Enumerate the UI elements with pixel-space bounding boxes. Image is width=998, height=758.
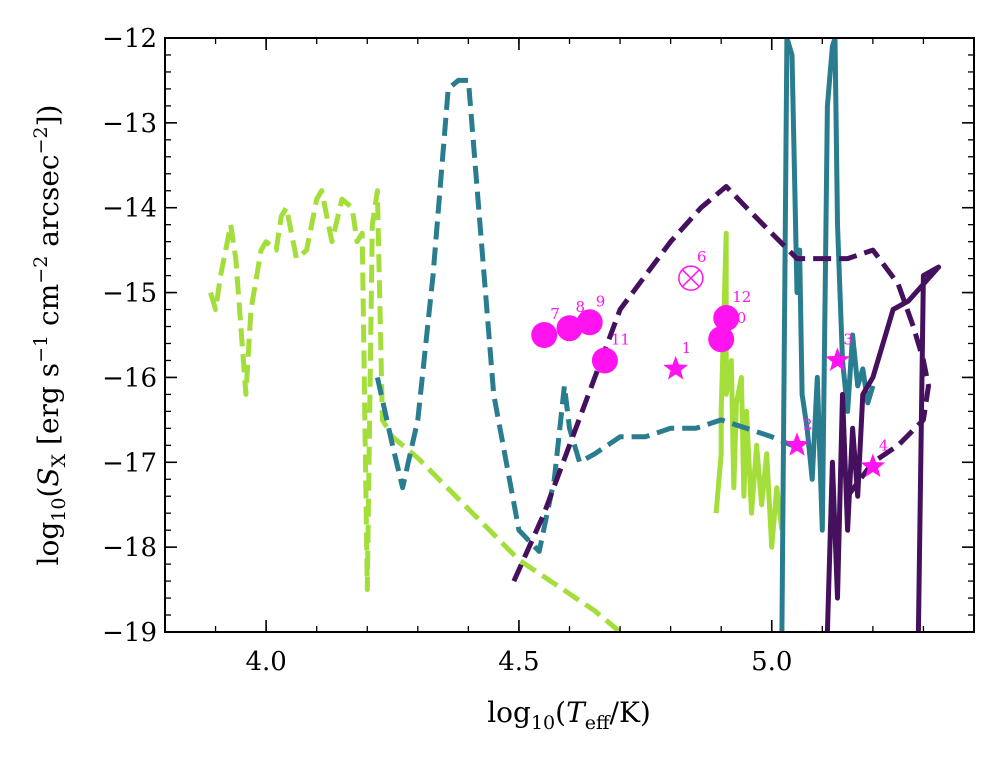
circle-marker-8 xyxy=(556,315,583,342)
y-tick-label: −12 xyxy=(102,24,157,54)
series-line-purple-solid xyxy=(824,264,942,632)
marker-label-7: 7 xyxy=(550,305,560,323)
axes: 4.0 4.5 5.0 −12 −13 −14 −15 −16 −17 −18 −19 xyxy=(102,24,975,677)
series-layer xyxy=(208,38,942,632)
y-tick-label: −19 xyxy=(102,618,157,648)
series-line-lime-dashed xyxy=(208,188,622,632)
series-line-teal-dashed xyxy=(374,77,808,554)
circle-marker-7 xyxy=(531,322,558,348)
marker-label-1: 1 xyxy=(682,339,692,357)
y-axis-label: log10(SX [erg s−1 cm−2 arcsec−2]) xyxy=(30,105,70,566)
y-tick-label: −13 xyxy=(102,109,157,139)
y-tick-label: −18 xyxy=(102,533,157,563)
marker-label-3: 3 xyxy=(843,330,853,348)
circle-marker-10 xyxy=(708,326,735,353)
marker-label-11: 11 xyxy=(611,330,630,348)
x-tick-label: 4.0 xyxy=(245,647,286,677)
marker-label-4: 4 xyxy=(879,437,889,455)
y-tick-label: −16 xyxy=(102,363,157,393)
star-marker-3 xyxy=(825,347,850,371)
series-line-lime-solid xyxy=(713,230,785,550)
marker-layer: 12346789101112 xyxy=(531,248,888,477)
marker-label-8: 8 xyxy=(576,298,586,316)
x-tick-label: 5.0 xyxy=(751,647,792,677)
star-marker-1 xyxy=(663,355,688,380)
y-tick-label: −15 xyxy=(102,279,157,309)
series-line-teal-solid xyxy=(779,38,876,632)
x-axis-label: log10(Teff/K) xyxy=(487,696,651,734)
marker-label-9: 9 xyxy=(596,292,606,310)
star-marker-2 xyxy=(784,432,810,456)
y-tick-label: −14 xyxy=(102,194,157,224)
otimes-marker-6 xyxy=(678,265,704,291)
circle-marker-11 xyxy=(591,347,618,374)
circle-marker-9 xyxy=(576,309,603,336)
x-tick-label: 4.5 xyxy=(498,647,539,677)
marker-label-6: 6 xyxy=(697,248,707,266)
circle-marker-12 xyxy=(713,305,740,332)
marker-label-12: 12 xyxy=(732,288,751,306)
y-tick-label: −17 xyxy=(102,448,157,478)
star-marker-4 xyxy=(860,453,886,477)
marker-label-2: 2 xyxy=(803,415,813,433)
series-line-purple-dashed xyxy=(511,184,931,583)
